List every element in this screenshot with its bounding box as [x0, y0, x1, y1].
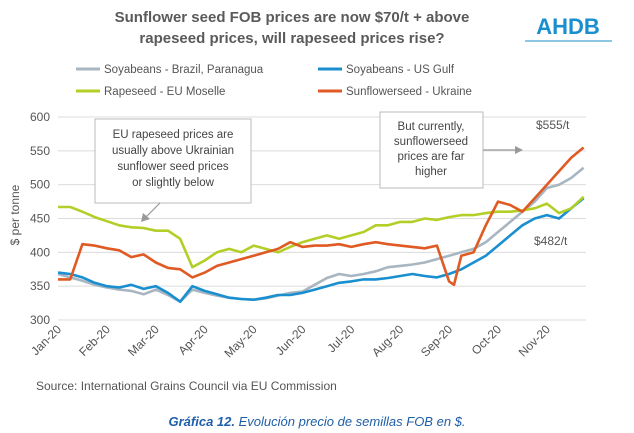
annotation-right-line: sunflowerseed	[394, 136, 468, 148]
y-tick-labels: 300 350 400 450 500 550 600	[30, 110, 50, 327]
data-label-482: $482/t	[534, 234, 568, 248]
annotation-right-arrowhead	[515, 146, 523, 154]
y-tick-label: 400	[30, 245, 50, 259]
x-tick-label: Mar-20	[125, 322, 162, 359]
series-soy-brazil	[57, 166, 585, 304]
series-sunflower	[58, 146, 585, 287]
x-tick-label: Sep-20	[418, 322, 455, 359]
y-tick-label: 300	[30, 313, 50, 327]
y-tick-label: 550	[30, 144, 50, 158]
chart-title-line1: Sunflower seed FOB prices are now $70/t …	[115, 9, 470, 26]
series-lines	[57, 146, 585, 304]
y-tick-label: 600	[30, 110, 50, 124]
x-tick-label: Apr-20	[175, 322, 211, 358]
series-rapeseed	[58, 195, 585, 269]
annotation-left-line: sunflower seed prices	[117, 161, 228, 173]
ahdb-logo: AHDB	[536, 14, 600, 39]
x-tick-label: Feb-20	[76, 322, 113, 359]
caption-text: Evolución precio de semillas FOB en $.	[235, 414, 466, 429]
legend-item-soy-brazil: Soyabeans - Brazil, Paranagua	[104, 64, 264, 76]
x-tick-labels: Jan-20 Feb-20 Mar-20 Apr-20 May-20 Jun-20 Jul-…	[28, 322, 553, 360]
x-tick-label: Jan-20	[28, 322, 64, 358]
series-soy-us	[57, 197, 585, 304]
x-tick-label: May-20	[221, 322, 259, 360]
y-axis-label: $ per tonne	[8, 184, 22, 245]
x-tick-label: Oct-20	[469, 322, 505, 358]
legend-item-sunflower: Sunflowerseed - Ukraine	[346, 86, 472, 98]
annotation-left: EU rapeseed prices are usually above Ukr…	[94, 118, 252, 222]
caption-number: Gráfica 12.	[169, 414, 236, 429]
figure-caption: Gráfica 12. Evolución precio de semillas…	[169, 414, 466, 429]
x-tick-label: Jul-20	[324, 322, 357, 355]
legend: Soyabeans - Brazil, Paranagua Soyabeans …	[76, 64, 472, 98]
annotation-right-line: prices are far	[397, 151, 464, 163]
x-tick-label: Aug-20	[369, 322, 406, 359]
x-tick-label: Jun-20	[273, 322, 309, 358]
data-label-555: $555/t	[536, 118, 570, 132]
legend-item-rapeseed: Rapeseed - EU Moselle	[104, 86, 225, 98]
annotation-left-arrowhead	[141, 213, 150, 222]
annotation-right: But currently, sunflowerseed prices are …	[379, 111, 523, 189]
y-tick-label: 450	[30, 212, 50, 226]
annotation-left-box	[94, 118, 252, 204]
annotation-left-arrow	[144, 202, 161, 219]
source-note: Source: International Grains Council via…	[36, 379, 337, 393]
annotation-left-line: usually above Ukrainian	[112, 145, 234, 157]
annotation-left-line: EU rapeseed prices are	[113, 129, 234, 141]
chart-title-line2: rapeseed prices, will rapeseed prices ri…	[139, 30, 444, 47]
y-tick-label: 350	[30, 279, 50, 293]
annotation-right-box	[379, 111, 484, 189]
annotation-right-line: higher	[415, 166, 447, 178]
annotation-right-line: But currently,	[398, 121, 465, 133]
legend-item-soy-us: Soyabeans - US Gulf	[346, 64, 455, 76]
x-tick-label: Nov-20	[516, 322, 553, 359]
annotation-left-line: or slightly below	[132, 177, 215, 189]
y-tick-label: 500	[30, 178, 50, 192]
